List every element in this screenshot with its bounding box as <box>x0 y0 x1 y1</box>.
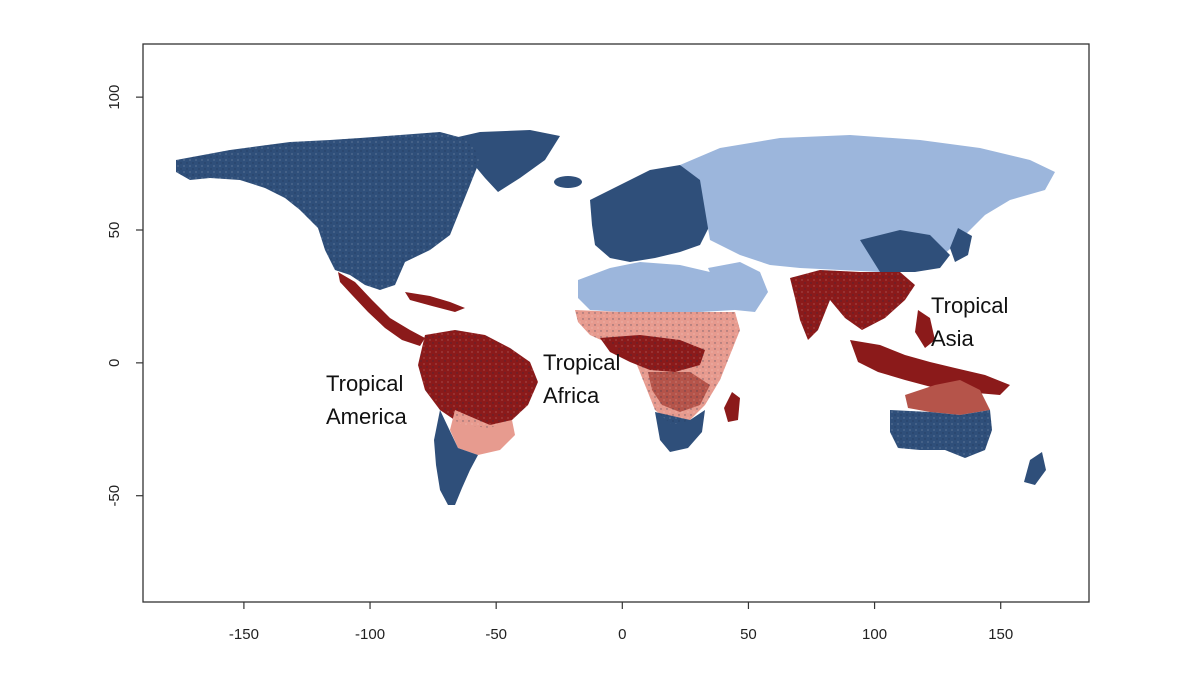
x-axis: -150 -100 -50 0 50 100 150 <box>229 602 1013 643</box>
caribbean-islands <box>405 292 465 312</box>
japan-land <box>950 228 972 262</box>
y-tick-label: -50 <box>106 485 123 507</box>
tropical-asia-label: Tropical Asia <box>931 293 1015 351</box>
y-tick-label: 50 <box>106 222 123 239</box>
x-tick-label: 100 <box>862 626 887 643</box>
australia-tropical <box>905 380 990 415</box>
new-zealand-land <box>1024 452 1046 485</box>
europe-land <box>590 165 710 262</box>
x-tick-label: 150 <box>988 626 1013 643</box>
x-tick-label: -50 <box>485 626 507 643</box>
middle-east-land <box>708 262 768 312</box>
texture-overlay <box>176 132 992 458</box>
iceland-land <box>554 176 582 188</box>
madagascar-land <box>724 392 740 422</box>
x-tick-label: -100 <box>355 626 385 643</box>
tropical-america-label: Tropical America <box>326 371 410 429</box>
y-tick-label: 100 <box>106 85 123 110</box>
central-america-land <box>338 272 425 346</box>
north-africa-land <box>578 262 735 312</box>
east-asia-temperate <box>860 230 950 272</box>
tropical-africa-label: Tropical Africa <box>543 350 627 408</box>
y-axis: -50 0 50 100 <box>106 85 143 507</box>
south-america-temperate <box>434 410 478 505</box>
y-tick-label: 0 <box>106 359 123 367</box>
maritime-asia-tropical <box>850 340 1010 395</box>
x-tick-label: -150 <box>229 626 259 643</box>
x-tick-label: 0 <box>618 626 626 643</box>
x-tick-label: 50 <box>740 626 757 643</box>
philippines-land <box>915 310 935 348</box>
greenland-land <box>445 130 560 192</box>
